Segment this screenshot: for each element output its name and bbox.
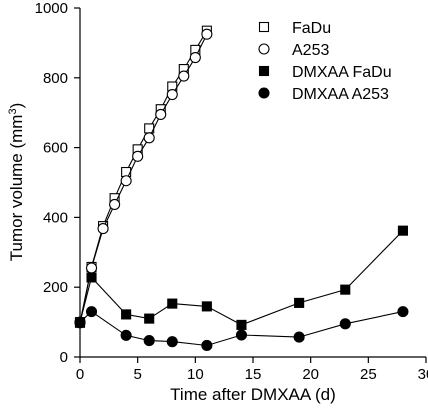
data-point: [155, 108, 167, 120]
x-tick-label: 0: [76, 366, 84, 383]
data-point: [132, 150, 144, 162]
data-point: [97, 223, 109, 235]
series-layer: [74, 25, 409, 352]
data-point: [144, 313, 155, 324]
data-point: [166, 336, 178, 348]
data-point: [178, 70, 190, 82]
legend-label: DMXAA FaDu: [292, 64, 392, 81]
data-point: [109, 198, 121, 211]
x-tick-label: 25: [360, 366, 377, 383]
series-dmxaa-a253: [74, 306, 409, 352]
y-tick-label: 400: [43, 209, 68, 226]
x-tick-label: 5: [133, 366, 141, 383]
data-point: [340, 284, 351, 295]
x-axis-title: Time after DMXAA (d): [170, 385, 336, 404]
data-point: [293, 331, 305, 343]
legend-marker: [258, 43, 270, 55]
data-point: [166, 89, 178, 101]
data-point: [120, 175, 132, 187]
data-point: [397, 306, 409, 318]
legend-marker: [258, 21, 270, 33]
series-dmxaa-fadu: [74, 225, 408, 330]
axes: [79, 8, 426, 358]
y-axis-title-superscript: 3: [7, 108, 19, 114]
x-tick-label: 20: [302, 366, 319, 383]
x-tick-label: 15: [245, 366, 262, 383]
data-point: [143, 132, 155, 144]
x-tick-label: 10: [187, 366, 204, 383]
series-line: [79, 310, 404, 347]
y-tick-label: 200: [43, 279, 68, 296]
y-axis-title: Tumor volume (mm3): [7, 103, 26, 262]
legend-label: FaDu: [292, 20, 331, 37]
series-line: [79, 230, 404, 326]
data-point: [236, 319, 247, 330]
legend-marker: [258, 87, 270, 99]
data-point: [86, 272, 97, 283]
data-point: [235, 329, 248, 341]
y-tick-label: 0: [60, 349, 68, 366]
data-point: [189, 52, 201, 64]
y-tick-label: 1000: [35, 0, 68, 17]
legend-marker: [258, 65, 270, 77]
data-point: [201, 339, 213, 352]
data-point: [339, 318, 351, 330]
legend-item: A253: [258, 42, 329, 59]
x-ticks: 0 5 10 15 20 25 30: [76, 357, 428, 383]
legend-label: A253: [292, 42, 329, 59]
data-point: [143, 335, 155, 347]
data-point: [294, 297, 305, 308]
y-ticks: 0 200 400 600 800 1000: [35, 0, 80, 366]
data-point: [201, 28, 213, 40]
y-axis-title-main: Tumor volume (mm: [7, 115, 26, 262]
legend: FaDu A253 DMXAA FaDu DMXAA A253: [258, 20, 392, 103]
x-tick-label: 30: [418, 366, 428, 383]
y-axis-title-close: ): [7, 103, 26, 109]
y-tick-label: 800: [43, 70, 68, 87]
legend-item: DMXAA FaDu: [258, 64, 392, 81]
legend-item: DMXAA A253: [258, 86, 389, 103]
y-tick-label: 600: [43, 140, 68, 157]
data-point: [120, 329, 132, 341]
data-point: [85, 262, 98, 274]
data-point: [121, 309, 132, 320]
data-point: [201, 301, 212, 312]
series-a253: [74, 28, 213, 329]
data-point: [85, 306, 98, 318]
data-point: [167, 298, 178, 309]
data-point: [74, 316, 86, 328]
legend-item: FaDu: [258, 20, 331, 37]
legend-label: DMXAA A253: [292, 86, 389, 103]
data-point: [397, 225, 408, 236]
